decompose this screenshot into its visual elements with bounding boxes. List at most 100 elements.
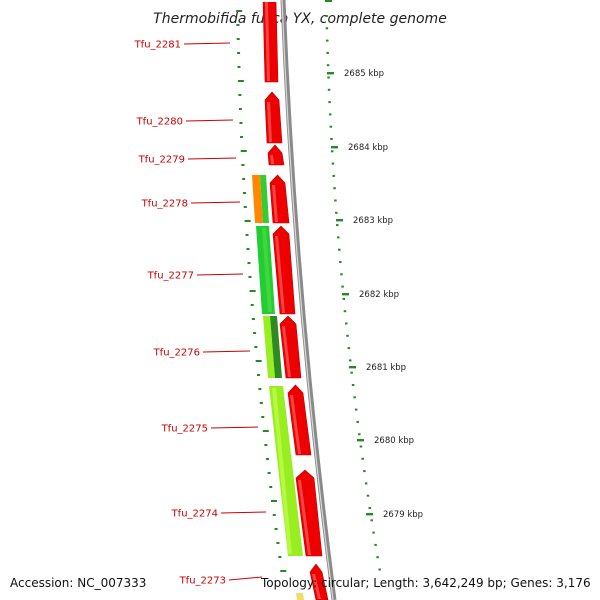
tick-mark: [236, 38, 240, 40]
tick-mark: [261, 416, 265, 418]
tick-mark: [236, 10, 243, 12]
tick-mark: [361, 457, 364, 460]
tick-mark: [248, 276, 252, 278]
tick-mark: [267, 472, 271, 474]
tick-mark: [239, 122, 243, 124]
cds-arrow-highlight: [272, 185, 278, 222]
tick-mark: [328, 113, 332, 116]
cds-arrow-highlight: [267, 102, 272, 142]
gene-leader-line: [185, 119, 234, 122]
scale-label: 2680 kbp: [374, 436, 414, 446]
tick-mark: [259, 402, 263, 404]
gene-leader-line: [183, 42, 231, 45]
tick-mark: [329, 125, 333, 128]
tick-mark: [242, 178, 246, 180]
tick-mark: [244, 220, 251, 222]
expression-block: [263, 316, 275, 378]
tick-mark: [280, 570, 287, 572]
tick-mark: [247, 262, 251, 264]
tick-mark: [336, 224, 339, 227]
gene-leader-line: [187, 157, 237, 160]
gene-label: Tfu_2275: [161, 424, 208, 435]
gene-label: Tfu_2276: [153, 348, 200, 359]
gene-label: Tfu_2279: [138, 155, 185, 166]
tick-mark: [274, 528, 278, 530]
cds-arrow: [269, 174, 290, 224]
cds-arrow-highlight: [275, 236, 285, 313]
tick-mark: [376, 556, 379, 559]
tick-mark: [269, 486, 273, 488]
cds-arrow-highlight: [270, 155, 274, 164]
cds-arrow: [264, 91, 283, 144]
tick-mark: [343, 310, 347, 313]
tick-mark: [346, 334, 349, 337]
cds-arrow-highlight: [312, 574, 321, 599]
tick-mark: [264, 444, 268, 446]
tick-mark: [265, 458, 269, 460]
tick-mark: [370, 519, 373, 522]
tick-mark: [253, 332, 257, 334]
tick-mark: [356, 420, 359, 423]
cds-arrow-highlight: [290, 395, 301, 454]
tick-mark: [348, 359, 352, 362]
outer-tick-track: [325, 0, 381, 571]
cds-arrow-highlight: [282, 326, 291, 377]
tick-mark: [341, 285, 344, 288]
tick-mark: [245, 234, 249, 236]
scale-label: 2685 kbp: [344, 69, 384, 79]
tick-mark: [363, 470, 366, 473]
genome-backbone: [280, 0, 337, 600]
tick-mark: [374, 543, 377, 546]
tick-mark: [336, 236, 340, 239]
major-tick: [357, 439, 364, 442]
tick-mark: [240, 150, 247, 152]
major-tick: [327, 72, 334, 75]
cds-arrow-highlight: [298, 480, 311, 555]
map-title: Thermobifida fusca YX, complete genome: [153, 11, 447, 27]
expression-track: [252, 175, 304, 600]
tick-mark: [325, 15, 328, 17]
major-tick: [349, 366, 356, 369]
tick-mark: [250, 304, 254, 306]
scale-label: 2679 kbp: [383, 510, 423, 520]
scale-label: 2683 kbp: [353, 216, 393, 226]
major-tick: [336, 219, 343, 222]
cds-gap: [262, 0, 278, 2]
gene-leader-line: [196, 273, 244, 276]
tick-mark: [325, 27, 329, 30]
gene-label: Tfu_2273: [179, 576, 226, 587]
tick-mark: [258, 388, 262, 390]
gene-label: Tfu_2280: [136, 117, 183, 128]
tick-mark: [335, 211, 338, 214]
major-tick: [342, 293, 349, 296]
tick-mark: [238, 94, 242, 96]
gene-leader-line: [202, 350, 251, 353]
major-tick: [366, 513, 373, 516]
tick-mark: [238, 108, 242, 110]
tick-mark: [272, 514, 276, 516]
tick-mark: [364, 482, 368, 485]
cds-arrow-highlight: [265, 2, 270, 81]
scale-label: 2681 kbp: [366, 363, 406, 373]
tick-mark: [332, 174, 335, 177]
tick-mark: [240, 136, 244, 138]
expression-block: [296, 593, 304, 600]
tick-mark: [339, 261, 342, 263]
tick-mark: [241, 164, 245, 166]
gene-label: Tfu_2277: [147, 271, 194, 282]
scale-label: 2682 kbp: [359, 290, 399, 300]
tick-mark: [237, 66, 241, 68]
major-tick: [331, 146, 338, 149]
tick-mark: [358, 433, 361, 436]
tick-mark: [256, 374, 260, 376]
tick-mark: [326, 51, 329, 54]
expression-block: [252, 175, 263, 223]
tick-mark: [255, 360, 262, 362]
tick-mark: [330, 138, 333, 140]
scale-label: 2684 kbp: [348, 143, 388, 153]
scale-label-track: 2685 kbp 2684 kbp 2683 kbp 2682 kbp 2681 kbp…: [344, 69, 423, 520]
cds-arrow: [279, 315, 302, 379]
expression-stripe: [272, 388, 292, 554]
tick-mark: [350, 371, 353, 374]
